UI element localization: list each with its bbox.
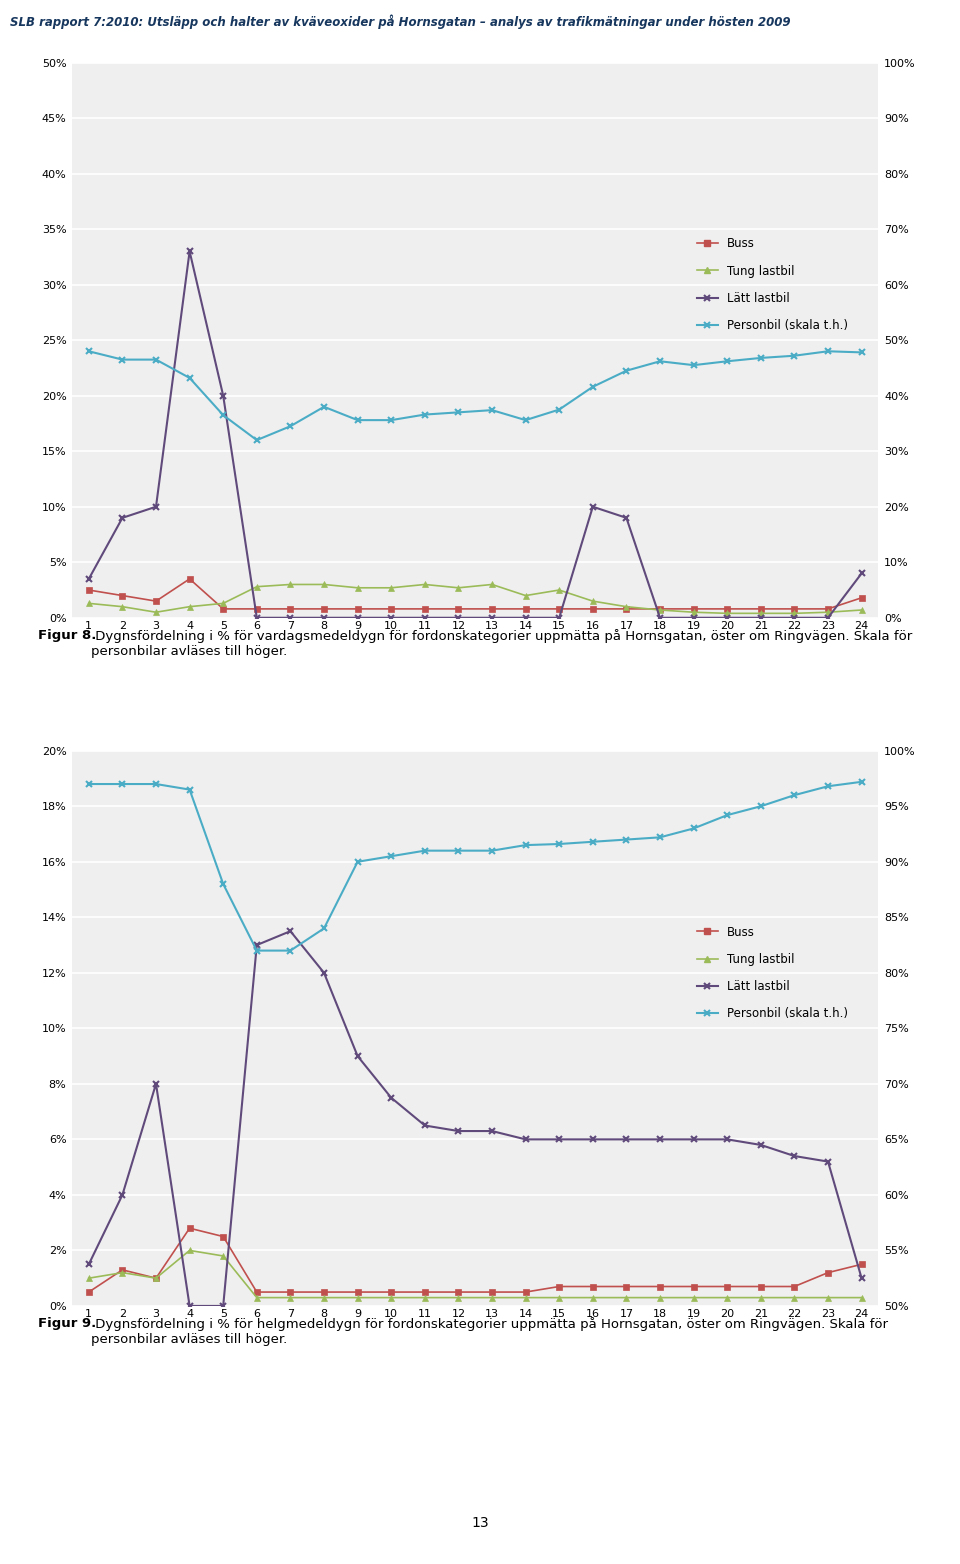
Text: Figur 9.: Figur 9. [38,1317,97,1329]
Text: Figur 8.: Figur 8. [38,629,97,641]
Text: Dygnsfördelning i % för helgmedeldygn för fordonskategorier uppmätta på Hornsgat: Dygnsfördelning i % för helgmedeldygn fö… [91,1317,888,1347]
Text: 13: 13 [471,1516,489,1530]
Legend: Buss, Tung lastbil, Lätt lastbil, Personbil (skala t.h.): Buss, Tung lastbil, Lätt lastbil, Person… [697,238,849,332]
Legend: Buss, Tung lastbil, Lätt lastbil, Personbil (skala t.h.): Buss, Tung lastbil, Lätt lastbil, Person… [697,926,849,1020]
Text: SLB rapport 7:2010: Utsläpp och halter av kväveoxider på Hornsgatan – analys av : SLB rapport 7:2010: Utsläpp och halter a… [10,14,790,30]
Text: Dygnsfördelning i % för vardagsmedeldygn för fordonskategorier uppmätta på Horns: Dygnsfördelning i % för vardagsmedeldygn… [91,629,912,658]
